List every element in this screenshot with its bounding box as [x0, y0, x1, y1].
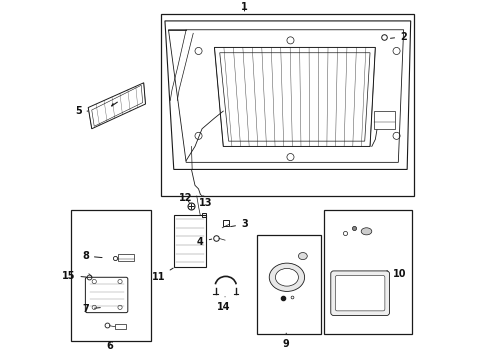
Text: 4: 4 — [197, 237, 211, 247]
Polygon shape — [168, 30, 403, 162]
Text: 9: 9 — [282, 333, 289, 350]
Bar — [373, 111, 394, 129]
Ellipse shape — [269, 263, 304, 292]
Bar — [256, 235, 320, 334]
Text: 5: 5 — [75, 106, 88, 116]
Text: 3: 3 — [230, 219, 247, 229]
Text: 2: 2 — [390, 32, 406, 42]
Text: 1: 1 — [241, 2, 247, 12]
Bar — [115, 324, 126, 329]
Bar — [71, 210, 150, 341]
FancyBboxPatch shape — [85, 277, 127, 312]
Text: 10: 10 — [386, 269, 406, 279]
Text: 15: 15 — [62, 270, 86, 280]
FancyBboxPatch shape — [330, 271, 388, 315]
Text: 12: 12 — [179, 193, 192, 203]
FancyBboxPatch shape — [335, 275, 384, 311]
Text: 8: 8 — [82, 251, 102, 261]
Text: 14: 14 — [216, 297, 229, 312]
Polygon shape — [214, 48, 375, 147]
Ellipse shape — [275, 269, 298, 286]
Polygon shape — [164, 21, 410, 170]
Bar — [324, 210, 411, 334]
Bar — [173, 215, 205, 267]
Text: 13: 13 — [199, 198, 212, 213]
Bar — [161, 14, 413, 196]
Polygon shape — [88, 83, 145, 129]
Text: 11: 11 — [151, 268, 173, 282]
Ellipse shape — [361, 228, 371, 235]
Ellipse shape — [298, 252, 306, 260]
Text: 7: 7 — [82, 304, 100, 314]
Bar — [118, 253, 134, 261]
Text: 6: 6 — [106, 341, 113, 351]
